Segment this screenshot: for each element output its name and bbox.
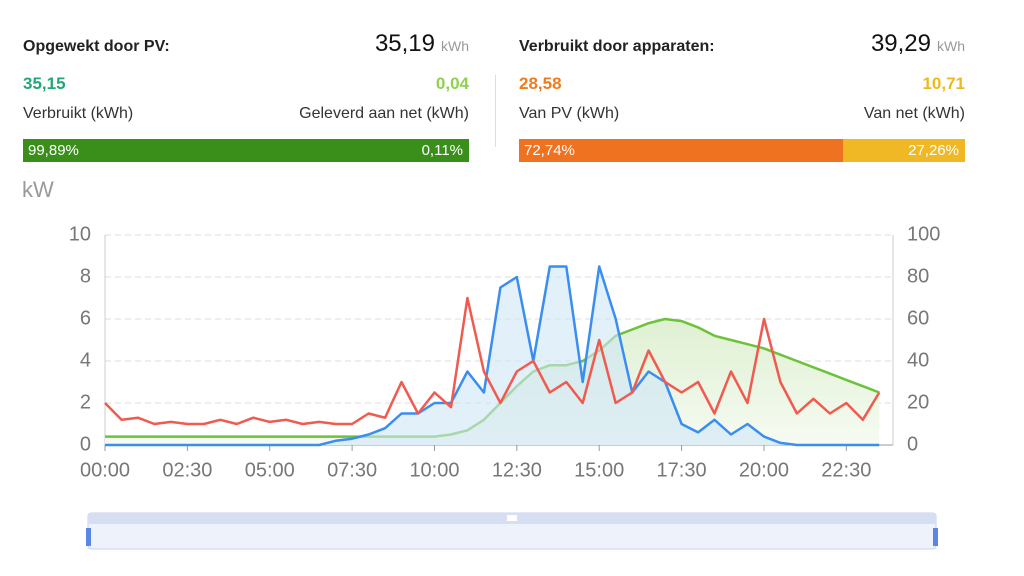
line bbox=[105, 265, 880, 447]
right-value: 0,04 bbox=[435, 74, 469, 93]
total-value: 39,29 bbox=[870, 30, 931, 57]
slider-handle-left[interactable] bbox=[86, 528, 91, 546]
total-wrap: 35,19 kWh bbox=[375, 30, 469, 58]
slider-handle-right[interactable] bbox=[933, 528, 938, 546]
y2-tick-label: 20 bbox=[907, 391, 929, 413]
share-segment: 99,89% bbox=[23, 139, 409, 162]
area bbox=[105, 266, 880, 445]
left-value: 28,58 bbox=[519, 74, 562, 93]
share-bar: 99,89% 0,11% bbox=[23, 139, 469, 162]
y2-tick-label: 80 bbox=[907, 265, 929, 287]
x-tick-label: 17:30 bbox=[657, 459, 707, 481]
label-row: Van PV (kWh) Van net (kWh) bbox=[519, 105, 965, 123]
total-unit: kWh bbox=[937, 38, 965, 54]
x-tick-label: 05:00 bbox=[245, 459, 295, 481]
title-row: Opgewekt door PV: 35,19 kWh bbox=[23, 30, 469, 58]
share-segment: 0,11% bbox=[409, 139, 469, 162]
y-tick-label: 0 bbox=[80, 433, 91, 455]
divider bbox=[495, 75, 496, 147]
value-row: 35,15 0,04 bbox=[23, 74, 469, 94]
total-wrap: 39,29 kWh bbox=[871, 30, 965, 58]
x-tick-label: 10:00 bbox=[409, 459, 459, 481]
y-tick-label: 2 bbox=[80, 391, 91, 413]
y-tick-label: 10 bbox=[69, 223, 91, 245]
summary-panel: Opgewekt door PV: 35,19 kWh 35,15 0,04 Verbru… bbox=[23, 30, 469, 165]
area bbox=[105, 319, 880, 445]
summary-panel: Verbruikt door apparaten: 39,29 kWh 28,58 10… bbox=[519, 30, 965, 165]
line bbox=[104, 296, 881, 426]
right-label: Van net (kWh) bbox=[863, 105, 965, 122]
y-tick-label: 6 bbox=[80, 307, 91, 329]
share-bar: 72,74% 27,26% bbox=[519, 139, 965, 162]
y-tick-label: 8 bbox=[80, 265, 91, 287]
y-tick-label: 4 bbox=[80, 349, 91, 371]
y2-tick-label: 100 bbox=[907, 223, 940, 245]
y-axis-label: kW bbox=[22, 177, 54, 202]
panel-title: Verbruikt door apparaten: bbox=[519, 38, 715, 55]
panel-title: Opgewekt door PV: bbox=[23, 38, 170, 55]
x-tick-label: 07:30 bbox=[327, 459, 377, 481]
slider-grip[interactable] bbox=[507, 515, 517, 521]
y2-tick-label: 0 bbox=[907, 433, 918, 455]
x-tick-label: 15:00 bbox=[574, 459, 624, 481]
share-segment: 72,74% bbox=[519, 139, 844, 162]
share-segment: 27,26% bbox=[843, 139, 965, 162]
right-value: 10,71 bbox=[922, 74, 965, 93]
y2-tick-label: 60 bbox=[907, 307, 929, 329]
right-label: Geleverd aan net (kWh) bbox=[299, 105, 469, 122]
label-row: Verbruikt (kWh) Geleverd aan net (kWh) bbox=[23, 105, 469, 123]
x-tick-label: 02:30 bbox=[162, 459, 212, 481]
left-label: Van PV (kWh) bbox=[519, 105, 620, 122]
value-row: 28,58 10,71 bbox=[519, 74, 965, 94]
total-unit: kWh bbox=[441, 38, 469, 54]
x-tick-label: 00:00 bbox=[80, 459, 130, 481]
left-value: 35,15 bbox=[23, 74, 66, 93]
title-row: Verbruikt door apparaten: 39,29 kWh bbox=[519, 30, 965, 58]
x-tick-label: 20:00 bbox=[739, 459, 789, 481]
total-value: 35,19 bbox=[374, 30, 435, 57]
x-tick-label: 12:30 bbox=[492, 459, 542, 481]
x-tick-label: 22:30 bbox=[821, 459, 871, 481]
zoom-slider[interactable] bbox=[86, 512, 938, 550]
left-label: Verbruikt (kWh) bbox=[23, 105, 134, 122]
y2-tick-label: 40 bbox=[907, 349, 929, 371]
